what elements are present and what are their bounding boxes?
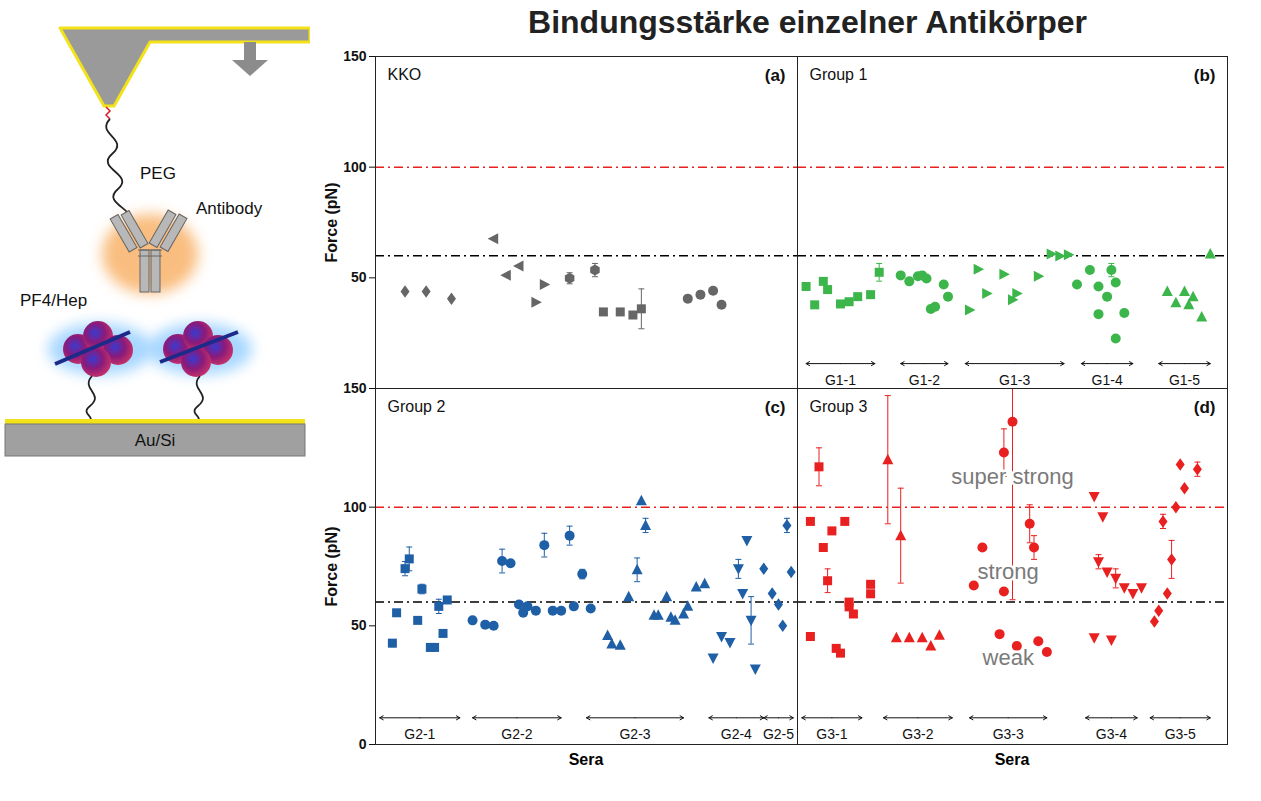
svg-text:G1-3: G1-3	[999, 372, 1030, 388]
svg-text:KKO: KKO	[388, 66, 422, 83]
svg-text:G1-2: G1-2	[909, 372, 940, 388]
svg-text:PF4/Hep: PF4/Hep	[20, 291, 87, 310]
svg-text:G1-5: G1-5	[1169, 372, 1200, 388]
svg-text:50: 50	[351, 269, 367, 285]
svg-text:100: 100	[343, 159, 367, 175]
svg-text:G3-5: G3-5	[1165, 726, 1196, 742]
svg-text:Antibody: Antibody	[196, 199, 263, 218]
svg-text:G2-3: G2-3	[619, 726, 650, 742]
svg-text:G1-1: G1-1	[825, 372, 856, 388]
svg-text:Group 2: Group 2	[388, 398, 446, 415]
svg-text:0: 0	[359, 736, 367, 752]
svg-text:Group 1: Group 1	[810, 66, 868, 83]
svg-text:strong: strong	[978, 559, 1039, 584]
svg-text:50: 50	[351, 617, 367, 633]
svg-text:PEG: PEG	[140, 164, 176, 183]
svg-text:(b): (b)	[1194, 66, 1216, 85]
svg-text:G3-1: G3-1	[816, 726, 847, 742]
svg-text:G2-4: G2-4	[721, 726, 752, 742]
svg-text:Force (pN): Force (pN)	[323, 527, 340, 607]
svg-text:150: 150	[343, 380, 367, 396]
svg-text:G2-5: G2-5	[763, 726, 794, 742]
svg-text:G3-2: G3-2	[902, 726, 933, 742]
svg-text:Au/Si: Au/Si	[135, 431, 176, 450]
svg-text:G1-4: G1-4	[1092, 372, 1123, 388]
svg-text:(d): (d)	[1194, 398, 1216, 417]
svg-text:100: 100	[343, 499, 367, 515]
svg-text:G3-3: G3-3	[993, 726, 1024, 742]
svg-text:G2-2: G2-2	[501, 726, 532, 742]
svg-text:150: 150	[343, 48, 367, 64]
html-text:Bindungsstärke einzelner Antik: Bindungsstärke einzelner Antikörper	[528, 4, 1087, 40]
svg-text:(c): (c)	[765, 398, 786, 417]
svg-text:(a): (a)	[765, 66, 786, 85]
svg-text:super strong: super strong	[951, 464, 1073, 489]
svg-text:Force (pN): Force (pN)	[323, 183, 340, 263]
svg-text:G2-1: G2-1	[404, 726, 435, 742]
svg-text:G3-4: G3-4	[1096, 726, 1127, 742]
svg-text:Group 3: Group 3	[810, 398, 868, 415]
html-text:Sera: Sera	[568, 751, 604, 768]
svg-text:weak: weak	[982, 645, 1035, 670]
html-text:Sera: Sera	[994, 751, 1030, 768]
